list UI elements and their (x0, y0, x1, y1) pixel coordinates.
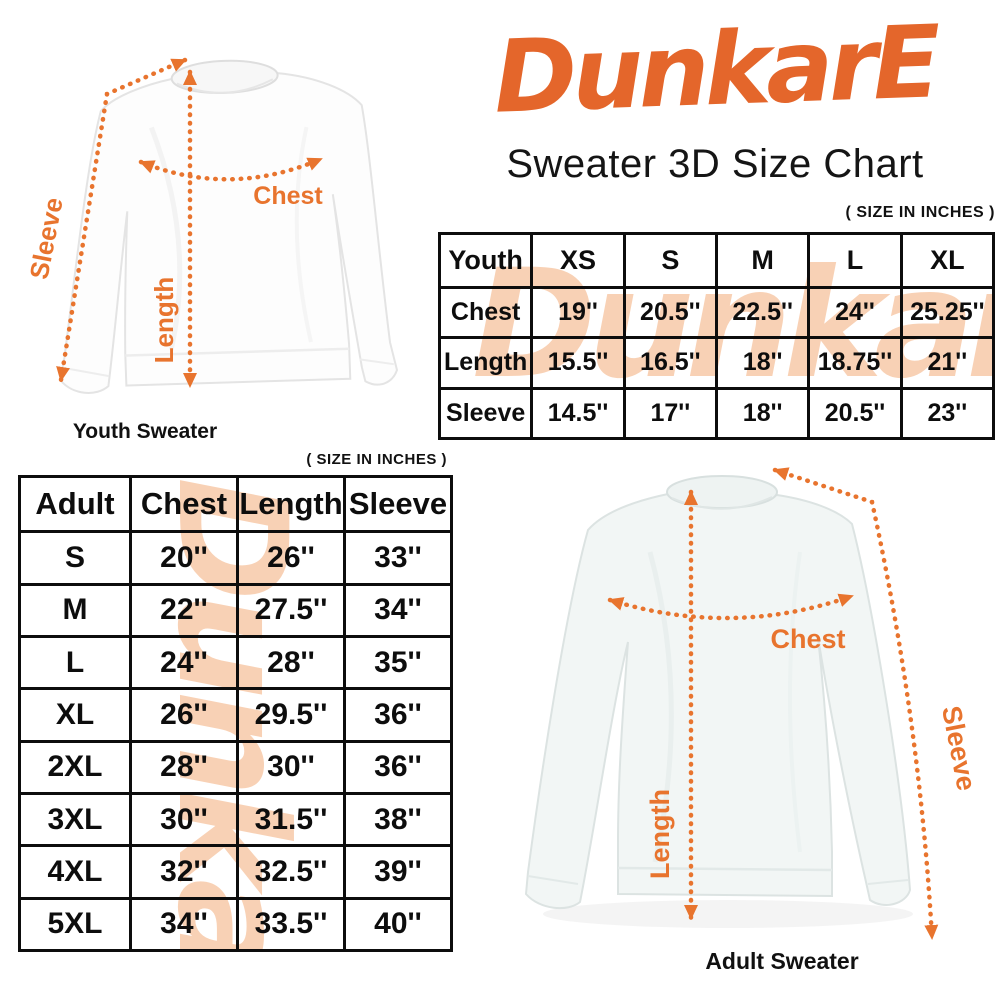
adult-cell: 39'' (343, 844, 453, 900)
adult-cell: 26'' (129, 687, 239, 743)
page-title: Sweater 3D Size Chart (506, 142, 924, 186)
adult-cell: 28'' (129, 739, 239, 795)
adult-row-label: M (18, 582, 132, 638)
youth-cell: 21'' (899, 336, 996, 390)
adult-cell: 34'' (343, 582, 453, 638)
adult-cell: 32.5'' (236, 844, 346, 900)
table-row: 3XL 30'' 31.5'' 38'' (18, 791, 453, 848)
adult-cell: 33'' (343, 530, 453, 586)
youth-cell: 19'' (530, 285, 626, 340)
adult-cell: 29.5'' (236, 687, 346, 743)
adult-header-cell: Chest (129, 474, 239, 534)
youth-chest-arrow (138, 156, 324, 182)
adult-cell: 34'' (129, 896, 239, 953)
table-row: Sleeve 14.5'' 17'' 18'' 20.5'' 23'' (437, 386, 996, 441)
youth-cell: 24'' (807, 285, 903, 340)
youth-cell: 25.25'' (899, 285, 996, 340)
youth-header-cell: Youth (437, 232, 534, 289)
youth-cell: 15.5'' (530, 336, 626, 390)
adult-cell: 24'' (129, 634, 239, 691)
adult-figure-caption: Adult Sweater (705, 948, 859, 974)
units-note-youth: ( SIZE IN INCHES ) (845, 204, 995, 221)
adult-cell: 31.5'' (236, 791, 346, 848)
adult-cell: 28'' (236, 634, 346, 691)
adult-sleeve-arrow (772, 467, 939, 941)
adult-cell: 38'' (343, 791, 453, 848)
youth-row-label: Length (437, 336, 534, 390)
adult-sweater-figure: Chest Length Sleeve (524, 467, 982, 941)
adult-row-label: 5XL (18, 896, 132, 953)
adult-length-label: Length (645, 789, 675, 879)
youth-header-cell: S (622, 232, 718, 289)
adult-cell: 40'' (343, 896, 453, 953)
youth-cell: 20.5'' (622, 285, 718, 340)
adult-chest-label: Chest (770, 624, 845, 654)
youth-header-cell: L (807, 232, 903, 289)
youth-sleeve-label: Sleeve (24, 195, 69, 282)
youth-size-table: Youth XS S M L XL Chest 19'' 20.5'' 22.5… (437, 232, 996, 441)
adult-cell: 32'' (129, 844, 239, 900)
adult-sleeve-label: Sleeve (936, 703, 982, 793)
youth-cell: 17'' (622, 386, 718, 441)
youth-sweater-figure: Chest Length Sleeve (24, 57, 399, 394)
youth-row-label: Sleeve (437, 386, 534, 441)
adult-row-label: L (18, 634, 132, 691)
youth-figure-caption: Youth Sweater (72, 420, 218, 443)
youth-cell: 16.5'' (622, 336, 718, 390)
adult-cell: 27.5'' (236, 582, 346, 638)
table-row: L 24'' 28'' 35'' (18, 634, 453, 691)
youth-cell: 18'' (714, 336, 811, 390)
youth-cell: 18'' (714, 386, 811, 441)
youth-cell: 23'' (899, 386, 996, 441)
adult-cell: 36'' (343, 739, 453, 795)
table-row: Adult Chest Length Sleeve (18, 474, 453, 534)
adult-row-label: XL (18, 687, 132, 743)
table-row: XL 26'' 29.5'' 36'' (18, 687, 453, 743)
youth-cell: 22.5'' (714, 285, 811, 340)
adult-cell: 30'' (236, 739, 346, 795)
adult-header-cell: Sleeve (343, 474, 453, 534)
adult-size-table: Adult Chest Length Sleeve S 20'' 26'' 33… (18, 474, 453, 953)
youth-cell: 18.75'' (807, 336, 903, 390)
youth-chest-label: Chest (253, 182, 323, 210)
table-row: 4XL 32'' 32.5'' 39'' (18, 844, 453, 900)
adult-sweater-graphic (524, 475, 913, 928)
adult-header-cell: Adult (18, 474, 132, 534)
adult-row-label: 2XL (18, 739, 132, 795)
adult-header-cell: Length (236, 474, 346, 534)
adult-cell: 20'' (129, 530, 239, 586)
youth-cell: 20.5'' (807, 386, 903, 441)
adult-cell: 30'' (129, 791, 239, 848)
adult-cell: 35'' (343, 634, 453, 691)
table-row: S 20'' 26'' 33'' (18, 530, 453, 586)
table-row: M 22'' 27.5'' 34'' (18, 582, 453, 638)
adult-cell: 22'' (129, 582, 239, 638)
table-row: Chest 19'' 20.5'' 22.5'' 24'' 25.25'' (437, 285, 996, 340)
youth-header-cell: XL (899, 232, 996, 289)
adult-row-label: 3XL (18, 791, 132, 848)
youth-length-label: Length (149, 277, 179, 364)
table-row: Length 15.5'' 16.5'' 18'' 18.75'' 21'' (437, 336, 996, 390)
youth-sleeve-arrow (56, 57, 188, 383)
table-row: 5XL 34'' 33.5'' 40'' (18, 896, 453, 953)
youth-header-cell: M (714, 232, 811, 289)
adult-cell: 36'' (343, 687, 453, 743)
adult-row-label: S (18, 530, 132, 586)
youth-sweater-graphic (59, 59, 399, 394)
youth-cell: 14.5'' (530, 386, 626, 441)
table-row: 2XL 28'' 30'' 36'' (18, 739, 453, 795)
units-note-adult: ( SIZE IN INCHES ) (306, 451, 447, 468)
adult-row-label: 4XL (18, 844, 132, 900)
adult-cell: 26'' (236, 530, 346, 586)
table-row: Youth XS S M L XL (437, 232, 996, 289)
youth-header-cell: XS (530, 232, 626, 289)
brand-logo: DunkarE (492, 3, 938, 136)
youth-row-label: Chest (437, 285, 534, 340)
adult-cell: 33.5'' (236, 896, 346, 953)
